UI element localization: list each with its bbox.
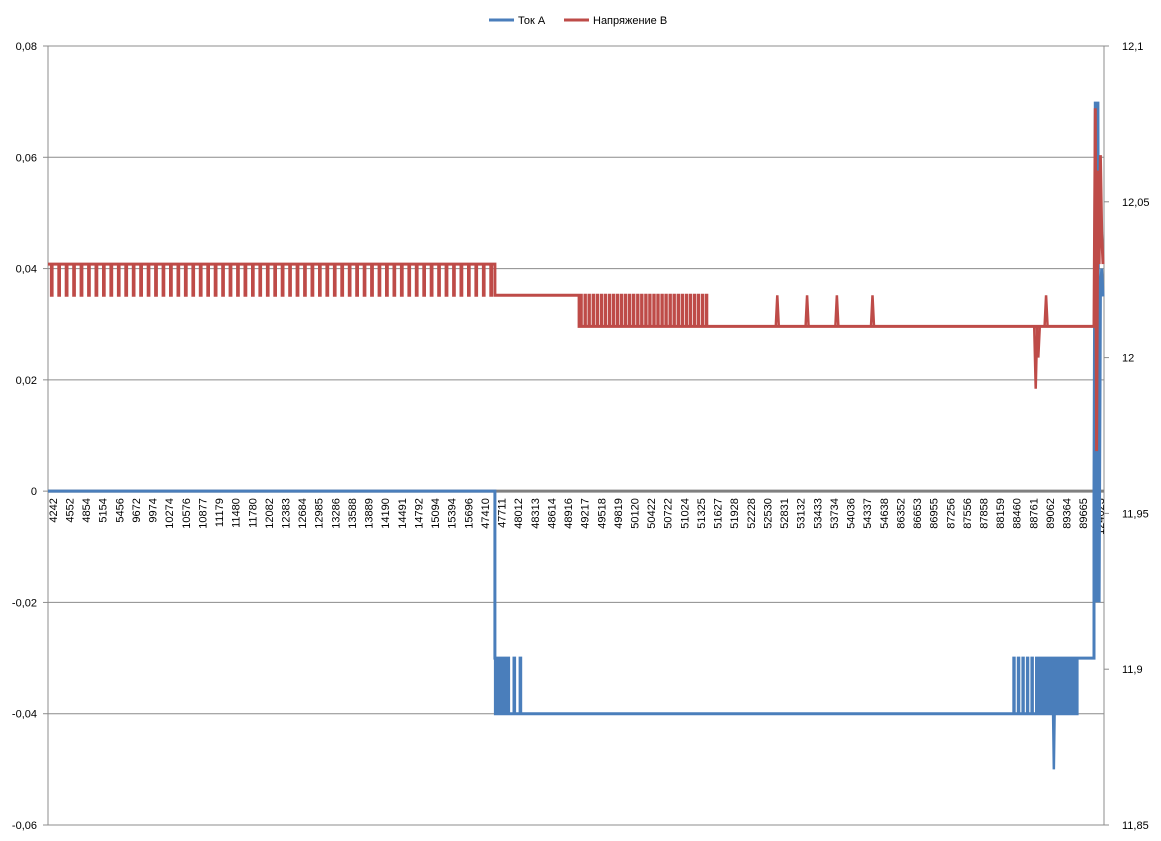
- x-tick-label: 50120: [630, 498, 642, 529]
- x-tick-label: 14792: [413, 498, 425, 529]
- x-tick-label: 88460: [1012, 498, 1024, 529]
- x-tick-label: 50722: [663, 498, 675, 529]
- x-tick-label: 12383: [281, 498, 293, 529]
- y-left-tick-label: 0,04: [16, 264, 37, 276]
- x-tick-label: 15394: [447, 498, 459, 529]
- y-right-tick-label: 12: [1122, 353, 1134, 365]
- x-tick-label: 52831: [779, 498, 791, 529]
- voltage-spike: [1043, 295, 1049, 327]
- x-tick-label: 86352: [895, 498, 907, 529]
- y-right-tick-label: 11,85: [1122, 820, 1149, 832]
- x-tick-label: 89364: [1062, 498, 1074, 529]
- voltage-spike: [869, 295, 876, 327]
- x-tick-label: 89665: [1078, 498, 1090, 529]
- x-tick-label: 48916: [563, 498, 575, 529]
- x-tick-label: 86955: [929, 498, 941, 529]
- series-line-current: [48, 101, 1105, 716]
- x-tick-label: 49819: [613, 498, 625, 529]
- x-tick-label: 13588: [347, 498, 359, 529]
- legend: Ток А Напряжение В: [489, 15, 667, 27]
- x-tick-label: 13286: [330, 498, 342, 529]
- x-tick-label: 12985: [314, 498, 326, 529]
- current-spike: [1051, 658, 1057, 770]
- x-tick-label: 10576: [181, 498, 193, 529]
- x-tick-label: 11780: [247, 498, 259, 528]
- voltage-spike: [834, 295, 840, 327]
- y-left-tick-label: 0,02: [16, 375, 37, 387]
- x-tick-label: 10274: [164, 498, 176, 529]
- x-tick-label: 87556: [962, 498, 974, 529]
- x-tick-label: 52228: [746, 498, 758, 529]
- x-tick-label: 15696: [463, 498, 475, 529]
- x-tick-label: 51627: [713, 498, 725, 529]
- series-line-voltage: [48, 108, 1105, 452]
- x-tick-label: 53433: [812, 498, 824, 529]
- y-left-tick-label: 0: [31, 486, 37, 498]
- y-left-tick-label: 0,08: [16, 41, 37, 53]
- y-right-tick-label: 11,9: [1122, 664, 1143, 676]
- x-tick-label: 87256: [945, 498, 957, 529]
- x-tick-label: 51024: [679, 498, 691, 529]
- x-tick-label: 88159: [995, 498, 1007, 529]
- x-tick-label: 88761: [1028, 498, 1040, 529]
- x-tick-label: 11480: [231, 498, 243, 528]
- x-tick-label: 9672: [131, 498, 143, 522]
- y-left-tick-label: -0,06: [12, 820, 37, 832]
- x-tick-label: 51325: [696, 498, 708, 529]
- x-tick-label: 4552: [64, 498, 76, 522]
- y-right-tick-label: 12,05: [1122, 197, 1150, 209]
- x-tick-label: 5456: [114, 498, 126, 522]
- x-tick-label: 86653: [912, 498, 924, 529]
- x-tick-label: 4242: [48, 498, 60, 522]
- voltage-spike: [1035, 326, 1042, 358]
- x-tick-label: 5154: [98, 498, 110, 522]
- series-lines: [48, 101, 1105, 770]
- voltage-spike: [774, 295, 781, 327]
- x-tick-label: 49518: [596, 498, 608, 529]
- axes: -0,06 -0,04 -0,02 0 0,02 0,04 0,06 0,08 11,85 11,…: [12, 41, 1150, 832]
- x-tick-label: 49217: [580, 498, 592, 529]
- x-tick-label: 50422: [646, 498, 658, 529]
- x-tick-label: 87858: [979, 498, 991, 529]
- x-tick-label: 4854: [81, 498, 93, 522]
- x-tick-label: 48012: [513, 498, 525, 529]
- y-right-tick-label: 11,95: [1122, 508, 1149, 520]
- x-tick-label: 47410: [480, 498, 492, 529]
- gridlines: [48, 45, 1104, 826]
- x-tick-label: 9974: [148, 498, 160, 522]
- x-tick-label: 89062: [1045, 498, 1057, 529]
- x-tick-label: 13889: [364, 498, 376, 529]
- x-tick-label: 14491: [397, 498, 409, 529]
- legend-label-voltage: Напряжение В: [593, 15, 667, 27]
- x-tick-label: 11179: [214, 498, 226, 527]
- legend-label-current: Ток А: [518, 15, 546, 27]
- x-tick-label: 52530: [762, 498, 774, 529]
- x-tick-label: 51928: [729, 498, 741, 529]
- y-left-tick-label: -0,04: [12, 709, 37, 721]
- y-left-tick-label: -0,02: [12, 597, 37, 609]
- x-tick-label: 15094: [430, 498, 442, 529]
- x-tick-label: 12684: [297, 498, 309, 529]
- x-tick-label: 48313: [530, 498, 542, 529]
- x-tick-label: 12082: [264, 498, 276, 529]
- x-tick-label: 54638: [879, 498, 891, 529]
- x-tick-label: 47711: [497, 498, 509, 528]
- x-tick-label: 54337: [862, 498, 874, 529]
- x-tick-label: 53734: [829, 498, 841, 529]
- y-right-tick-label: 12,1: [1122, 41, 1143, 53]
- x-tick-label: 14190: [380, 498, 392, 529]
- y-left-tick-label: 0,06: [16, 152, 37, 164]
- x-tick-label: 53132: [796, 498, 808, 529]
- voltage-spike: [804, 295, 810, 327]
- x-tick-label: 10877: [197, 498, 209, 529]
- x-tick-label: 54036: [846, 498, 858, 529]
- x-tick-label: 48614: [546, 498, 558, 529]
